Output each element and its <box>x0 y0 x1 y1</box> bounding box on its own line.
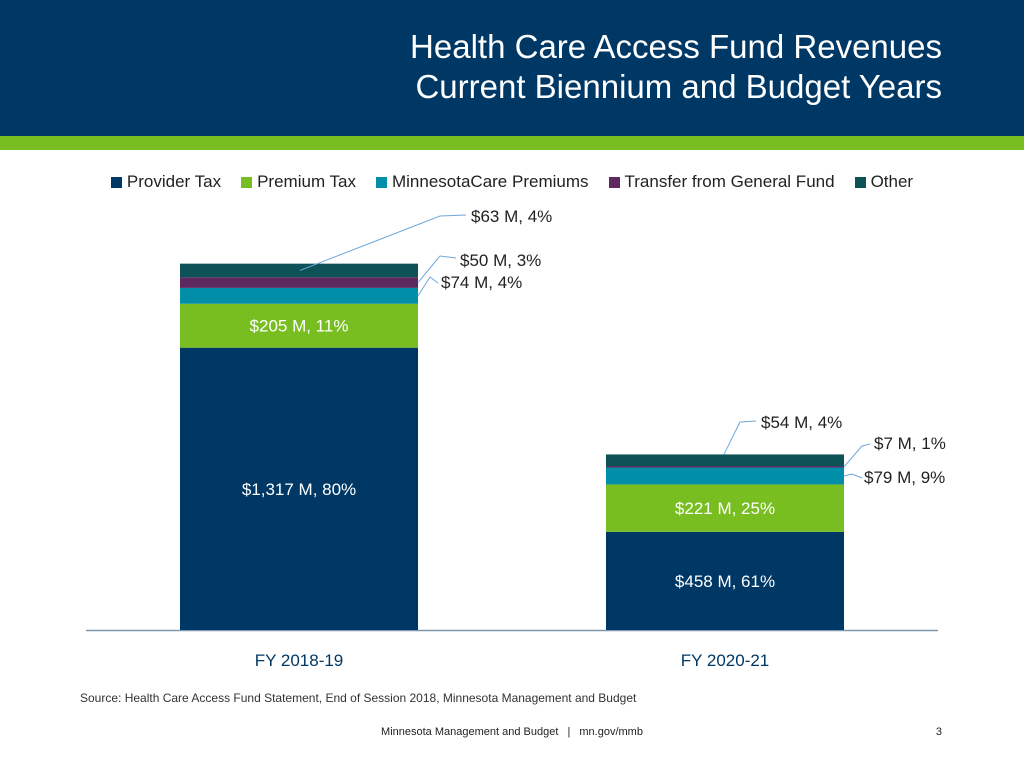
leader-line-other-fy-2020-21 <box>723 420 757 455</box>
leader-line-transfer-general-fund-fy-2020-21 <box>843 443 871 468</box>
data-label-other-fy-2018-19: $63 M, 4% <box>471 207 552 226</box>
data-label-premium-tax-fy-2020-21: $221 M, 25% <box>675 499 775 518</box>
legend-swatch-transfer-general-fund <box>608 176 620 188</box>
legend-swatch-other <box>854 176 866 188</box>
slide-title-line-2: Current Biennium and Budget Years <box>415 68 942 105</box>
legend-swatch-premium-tax <box>241 176 253 188</box>
x-tick-label-fy-2018-19: FY 2018-19 <box>255 651 344 670</box>
data-label-provider-tax-fy-2018-19: $1,317 M, 80% <box>242 480 356 499</box>
bar-premium-tax-fy-2018-19 <box>180 303 418 348</box>
data-label-minnesotacare-premiums-fy-2020-21: $79 M, 9% <box>864 468 945 487</box>
leader-line-transfer-general-fund-fy-2018-19 <box>417 255 457 283</box>
leader-line-minnesotacare-premiums-fy-2020-21 <box>843 473 863 479</box>
legend-swatch-provider-tax <box>110 176 122 188</box>
leader-line-other-fy-2018-19 <box>299 214 467 271</box>
legend-label-other: Other <box>870 172 914 191</box>
bar-other-fy-2018-19 <box>180 263 418 278</box>
bar-minnesotacare-premiums-fy-2020-21 <box>606 467 844 485</box>
bar-provider-tax-fy-2018-19 <box>180 347 418 630</box>
legend-item-transfer-general-fund: Transfer from General Fund <box>608 172 835 192</box>
data-label-transfer-general-fund-fy-2018-19: $50 M, 3% <box>460 251 541 270</box>
legend-label-provider-tax: Provider Tax <box>126 172 222 191</box>
footer: Minnesota Management and Budget | mn.gov… <box>0 726 1024 738</box>
x-tick-label-fy-2020-21: FY 2020-21 <box>681 651 770 670</box>
data-label-premium-tax-fy-2018-19: $205 M, 11% <box>250 317 349 336</box>
footer-separator: | <box>567 726 571 738</box>
footer-org: Minnesota Management and Budget <box>381 726 559 738</box>
accent-bar <box>0 136 1024 150</box>
page-number: 3 <box>935 726 942 738</box>
legend-swatch-minnesotacare-premiums <box>375 176 387 188</box>
title-banner: Health Care Access Fund Revenues Current… <box>0 0 1024 136</box>
legend-item-provider-tax: Provider Tax <box>110 172 222 192</box>
bar-transfer-from-general-fund-fy-2018-19 <box>180 277 418 288</box>
legend-label-transfer-general-fund: Transfer from General Fund <box>624 172 835 191</box>
bar-premium-tax-fy-2020-21 <box>606 484 844 532</box>
legend-item-minnesotacare-premiums: MinnesotaCare Premiums <box>375 172 589 192</box>
footer-url[interactable]: mn.gov/mmb <box>579 726 643 738</box>
bar-other-fy-2020-21 <box>606 454 844 467</box>
slide-title-line-1: Health Care Access Fund Revenues <box>410 28 942 65</box>
source-note: Source: Health Care Access Fund Statemen… <box>80 691 637 705</box>
leader-line-minnesotacare-premiums-fy-2018-19 <box>417 276 439 297</box>
legend-item-other: Other <box>854 172 914 192</box>
bar-transfer-from-general-fund-fy-2020-21 <box>606 466 844 468</box>
legend-item-premium-tax: Premium Tax <box>241 172 356 192</box>
data-label-transfer-general-fund-fy-2020-21: $7 M, 1% <box>874 434 946 453</box>
chart-legend: Provider Tax Premium Tax MinnesotaCare P… <box>0 172 1024 192</box>
bar-provider-tax-fy-2020-21 <box>606 531 844 630</box>
legend-label-premium-tax: Premium Tax <box>257 172 356 191</box>
data-label-other-fy-2020-21: $54 M, 4% <box>761 413 842 432</box>
legend-label-minnesotacare-premiums: MinnesotaCare Premiums <box>391 172 589 191</box>
data-label-provider-tax-fy-2020-21: $458 M, 61% <box>675 572 775 591</box>
data-label-minnesotacare-premiums-fy-2018-19: $74 M, 4% <box>441 273 522 292</box>
bar-minnesotacare-premiums-fy-2018-19 <box>180 287 418 304</box>
